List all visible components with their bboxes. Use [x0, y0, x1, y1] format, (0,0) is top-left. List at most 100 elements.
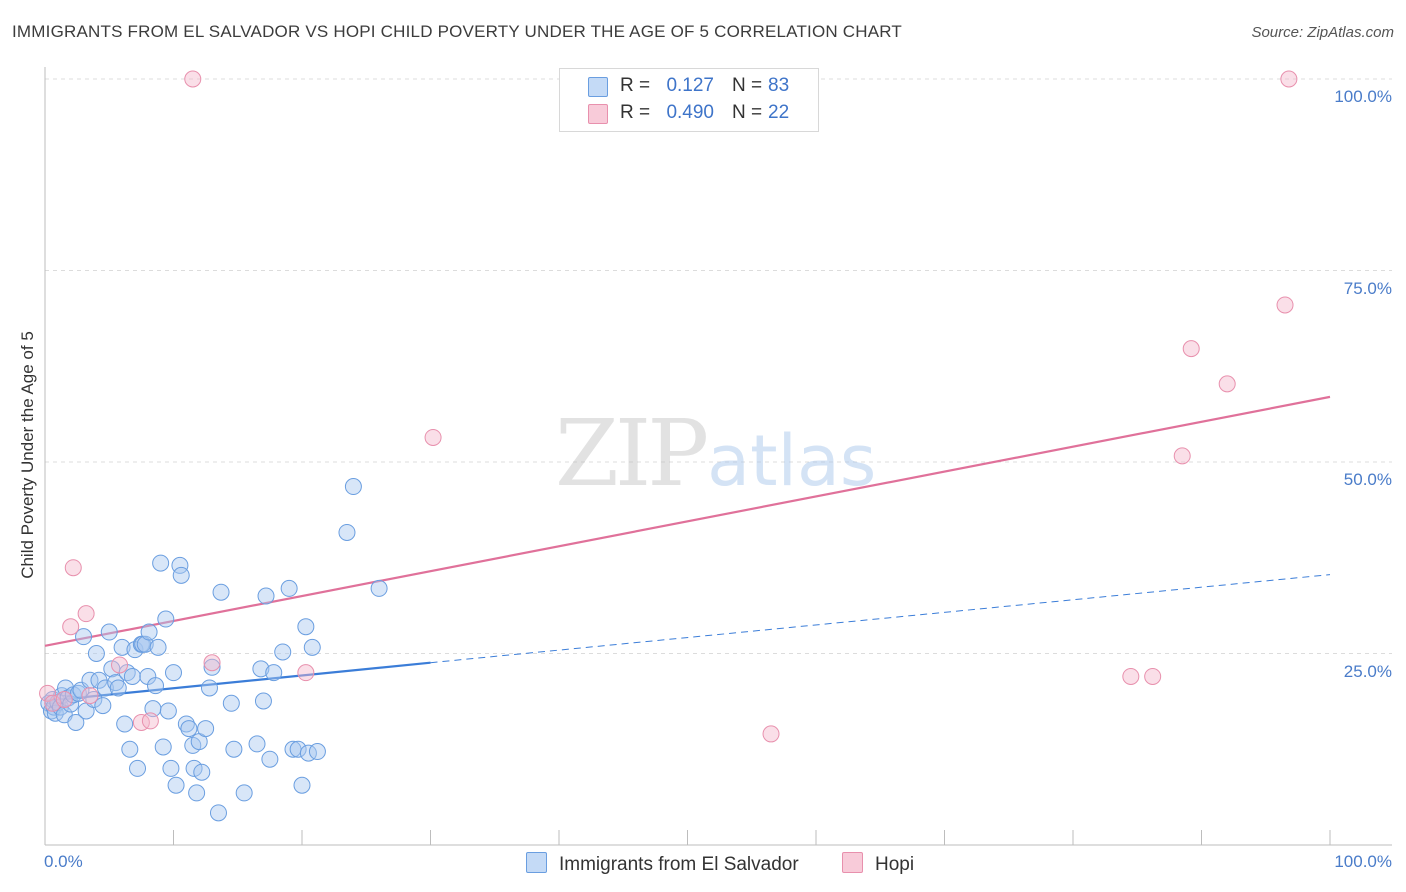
- point-el-salvador: [172, 566, 190, 584]
- point-el-salvador: [248, 735, 266, 753]
- legend-r-label: R =: [620, 75, 651, 96]
- point-el-salvador: [67, 713, 85, 731]
- legend-n-label: N =: [732, 75, 763, 96]
- legend-swatch-pink: [588, 104, 608, 124]
- chart-title: IMMIGRANTS FROM EL SALVADOR VS HOPI CHIL…: [12, 22, 903, 41]
- legend-r-value: 0.490: [666, 102, 714, 123]
- point-hopi: [39, 684, 57, 702]
- legend-swatch-blue: [526, 852, 547, 873]
- x-tick-label-min: 0.0%: [44, 852, 83, 871]
- point-el-salvador: [222, 694, 240, 712]
- point-el-salvador: [203, 658, 221, 676]
- legend-label-hopi: Hopi: [875, 854, 915, 875]
- point-el-salvador: [109, 679, 127, 697]
- point-el-salvador: [308, 743, 326, 761]
- point-el-salvador: [165, 664, 182, 682]
- point-el-salvador: [297, 618, 315, 636]
- point-el-salvador: [293, 776, 311, 794]
- point-el-salvador: [193, 763, 211, 781]
- point-el-salvador: [96, 679, 114, 697]
- point-el-salvador: [149, 638, 167, 656]
- point-el-salvador: [225, 740, 243, 758]
- point-el-salvador: [75, 628, 93, 646]
- y-tick-label-50: 50.0%: [1343, 470, 1392, 489]
- point-el-salvador: [140, 623, 158, 641]
- data-points: [39, 70, 1298, 822]
- point-el-salvador: [274, 643, 292, 661]
- legend-r-label: R =: [620, 102, 651, 123]
- legend-n-label: N =: [732, 102, 763, 123]
- point-hopi: [1182, 340, 1200, 358]
- legend-n-value: 22: [768, 102, 790, 123]
- point-hopi: [81, 687, 99, 705]
- point-el-salvador: [254, 692, 272, 710]
- legend-n-value: 83: [768, 75, 790, 96]
- point-hopi: [1218, 375, 1236, 393]
- point-hopi: [184, 70, 202, 88]
- point-el-salvador: [209, 804, 227, 822]
- point-el-salvador: [188, 784, 206, 802]
- trend-lines: [44, 395, 1331, 703]
- point-el-salvador: [154, 738, 172, 756]
- point-hopi: [62, 618, 80, 636]
- point-el-salvador: [257, 587, 275, 605]
- point-hopi: [1122, 667, 1140, 685]
- legend-label-el-salvador: Immigrants from El Salvador: [559, 854, 799, 875]
- point-hopi: [1173, 447, 1191, 465]
- legend-swatch-blue: [588, 77, 608, 97]
- y-tick-label-100: 100.0%: [1334, 87, 1392, 106]
- point-hopi: [55, 690, 73, 708]
- point-el-salvador: [152, 554, 170, 572]
- point-el-salvador: [116, 715, 134, 733]
- point-el-salvador: [299, 744, 317, 762]
- y-axis-label: Child Poverty Under the Age of 5: [18, 331, 37, 579]
- stats-legend: R = 0.127 N = 83 R = 0.490 N = 22: [559, 68, 819, 132]
- source-credit: Source: ZipAtlas.com: [1251, 24, 1394, 41]
- x-tick-label-max: 100.0%: [1334, 852, 1392, 871]
- point-el-salvador: [123, 667, 141, 685]
- y-tick-label-25: 25.0%: [1343, 661, 1392, 681]
- point-el-salvador: [94, 697, 112, 715]
- point-el-salvador: [280, 579, 298, 597]
- point-hopi: [1144, 667, 1162, 685]
- point-el-salvador: [261, 750, 279, 768]
- trend-line-hopi: [44, 395, 1331, 647]
- point-el-salvador: [162, 759, 180, 777]
- point-el-salvador: [81, 671, 99, 689]
- point-el-salvador: [185, 759, 203, 777]
- trend-extension-el-salvador: [430, 574, 1331, 664]
- point-el-salvador: [129, 759, 147, 777]
- point-hopi: [64, 559, 82, 577]
- point-el-salvador: [197, 720, 215, 738]
- point-hopi: [1276, 296, 1294, 314]
- legend-r-value: 0.127: [666, 75, 714, 96]
- point-el-salvador: [87, 645, 105, 662]
- legend-swatch-pink: [842, 852, 863, 873]
- point-el-salvador: [177, 715, 195, 733]
- point-el-salvador: [289, 740, 307, 758]
- point-hopi: [297, 664, 315, 682]
- point-hopi: [141, 712, 159, 730]
- point-hopi: [203, 654, 221, 672]
- y-tick-label-75: 75.0%: [1343, 278, 1392, 298]
- point-el-salvador: [265, 664, 283, 682]
- point-hopi: [424, 428, 442, 446]
- point-el-salvador: [303, 638, 321, 656]
- point-el-salvador: [121, 740, 139, 758]
- legend-item-hopi: Hopi: [842, 852, 914, 876]
- point-el-salvador: [113, 638, 131, 656]
- point-el-salvador: [338, 523, 356, 541]
- point-hopi: [132, 713, 150, 731]
- point-el-salvador: [235, 784, 253, 802]
- point-hopi: [762, 725, 780, 743]
- point-el-salvador: [157, 610, 175, 628]
- legend-item-el-salvador: Immigrants from El Salvador: [526, 852, 799, 876]
- point-el-salvador: [159, 702, 177, 720]
- point-hopi: [1280, 70, 1298, 88]
- point-el-salvador: [344, 478, 362, 496]
- point-el-salvador: [200, 679, 218, 697]
- grid-lines: [45, 78, 1392, 654]
- point-el-salvador: [252, 660, 270, 678]
- point-el-salvador: [167, 776, 185, 794]
